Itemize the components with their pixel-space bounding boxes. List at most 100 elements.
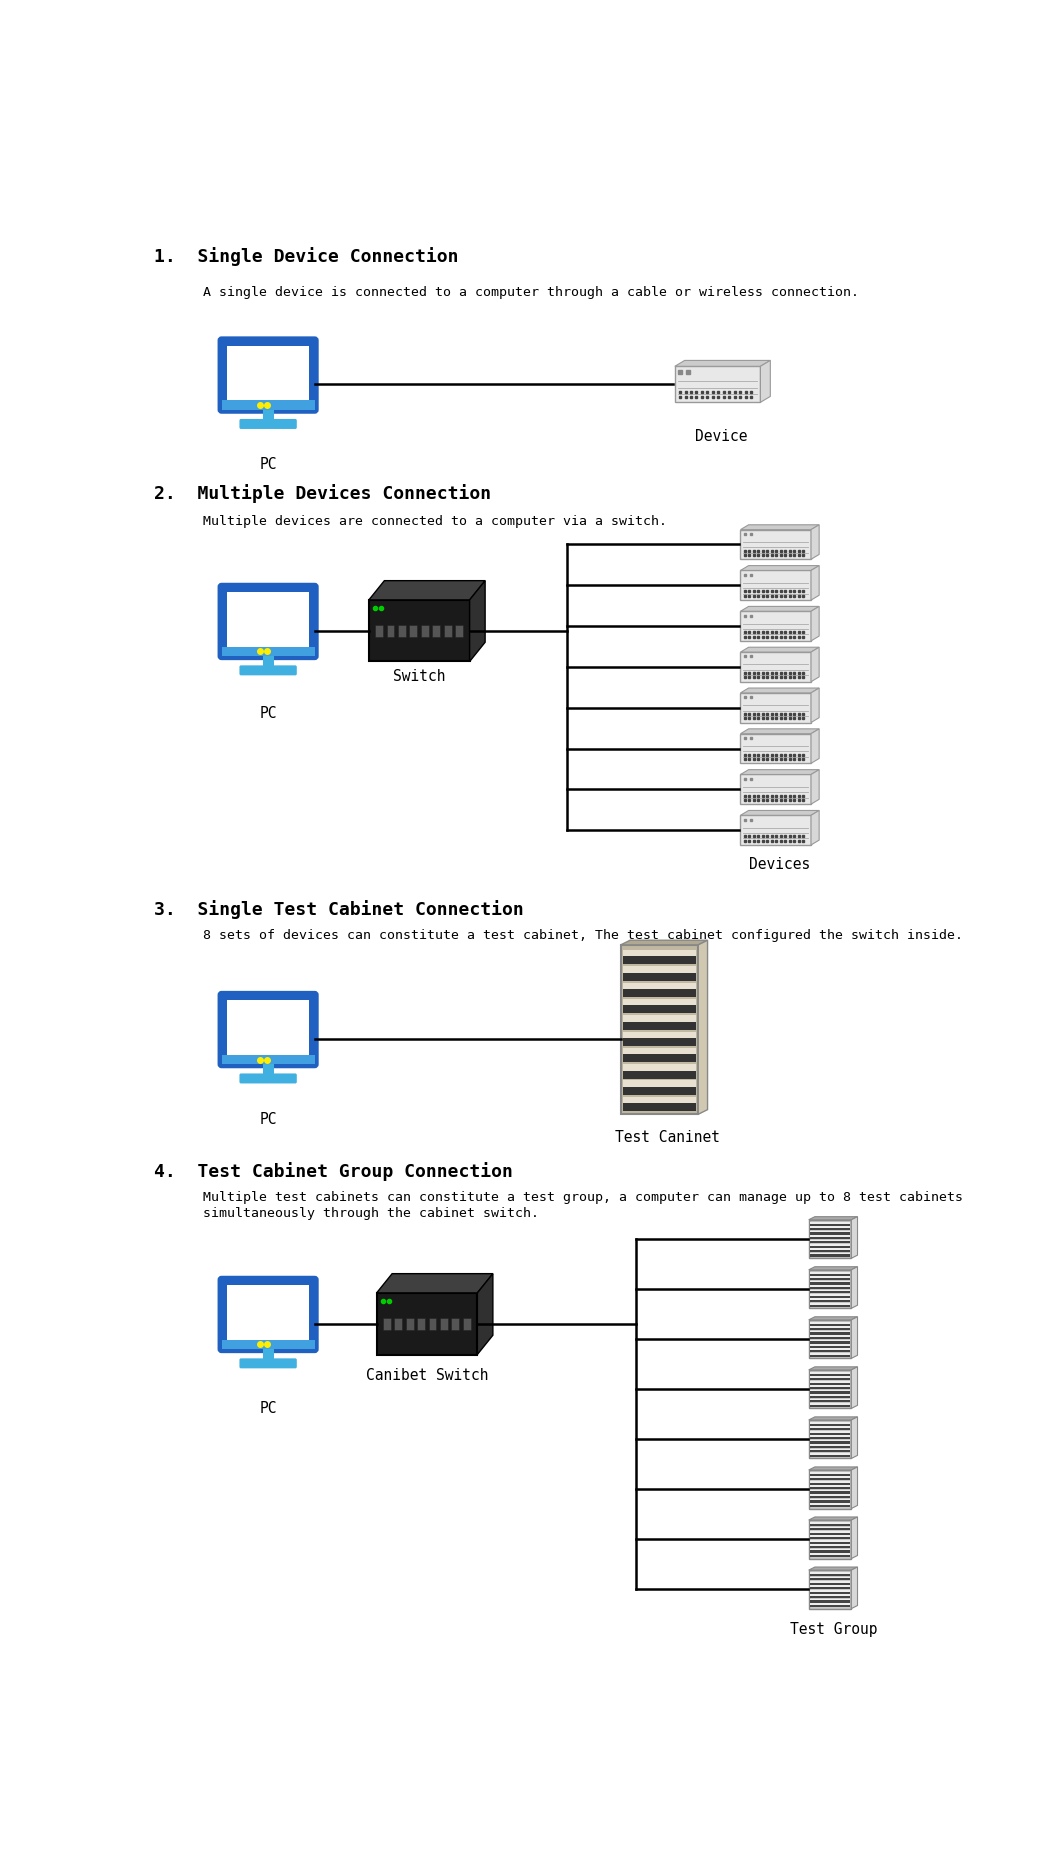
FancyBboxPatch shape — [810, 1441, 850, 1443]
Text: Switch: Switch — [393, 670, 445, 684]
Text: Test Group: Test Group — [790, 1621, 878, 1636]
FancyBboxPatch shape — [810, 1304, 850, 1306]
FancyBboxPatch shape — [421, 625, 428, 636]
FancyBboxPatch shape — [810, 1250, 850, 1252]
FancyBboxPatch shape — [263, 410, 273, 421]
FancyBboxPatch shape — [375, 625, 383, 636]
FancyBboxPatch shape — [810, 1247, 850, 1248]
Text: Multiple test cabinets can constitute a test group, a computer can manage up to : Multiple test cabinets can constitute a … — [172, 1191, 964, 1204]
Polygon shape — [809, 1567, 858, 1569]
FancyBboxPatch shape — [222, 401, 315, 410]
Polygon shape — [741, 729, 819, 735]
FancyBboxPatch shape — [810, 1354, 850, 1356]
FancyBboxPatch shape — [809, 1469, 851, 1508]
FancyBboxPatch shape — [810, 1391, 850, 1393]
FancyBboxPatch shape — [219, 992, 317, 1067]
FancyBboxPatch shape — [240, 1074, 297, 1083]
FancyBboxPatch shape — [418, 1317, 425, 1330]
FancyBboxPatch shape — [810, 1595, 850, 1599]
Polygon shape — [470, 581, 485, 662]
FancyBboxPatch shape — [810, 1501, 850, 1503]
FancyBboxPatch shape — [369, 599, 470, 662]
Polygon shape — [741, 647, 819, 653]
Text: PC: PC — [260, 707, 277, 722]
Text: Test Caninet: Test Caninet — [615, 1130, 720, 1145]
FancyBboxPatch shape — [227, 345, 310, 404]
FancyBboxPatch shape — [810, 1605, 850, 1606]
Polygon shape — [741, 775, 811, 803]
FancyBboxPatch shape — [409, 625, 418, 636]
Polygon shape — [851, 1567, 858, 1608]
Polygon shape — [851, 1317, 858, 1358]
FancyBboxPatch shape — [810, 1241, 850, 1243]
FancyBboxPatch shape — [810, 1504, 850, 1506]
Text: Devices: Devices — [749, 857, 810, 872]
FancyBboxPatch shape — [398, 625, 406, 636]
FancyBboxPatch shape — [440, 1317, 448, 1330]
FancyBboxPatch shape — [227, 1000, 310, 1059]
FancyBboxPatch shape — [432, 625, 440, 636]
FancyBboxPatch shape — [810, 1345, 850, 1349]
FancyBboxPatch shape — [809, 1369, 851, 1408]
FancyBboxPatch shape — [444, 625, 452, 636]
FancyBboxPatch shape — [810, 1332, 850, 1336]
FancyBboxPatch shape — [810, 1478, 850, 1480]
FancyBboxPatch shape — [810, 1488, 850, 1490]
Polygon shape — [809, 1467, 858, 1469]
Polygon shape — [741, 612, 811, 640]
Polygon shape — [811, 566, 819, 599]
Polygon shape — [369, 581, 485, 599]
FancyBboxPatch shape — [809, 1321, 851, 1358]
Text: Multiple devices are connected to a computer via a switch.: Multiple devices are connected to a comp… — [172, 516, 667, 529]
FancyBboxPatch shape — [810, 1278, 850, 1280]
FancyBboxPatch shape — [623, 1065, 696, 1070]
Polygon shape — [811, 525, 819, 558]
FancyBboxPatch shape — [810, 1224, 850, 1226]
FancyBboxPatch shape — [810, 1382, 850, 1384]
FancyBboxPatch shape — [810, 1542, 850, 1543]
FancyBboxPatch shape — [810, 1375, 850, 1376]
FancyBboxPatch shape — [623, 983, 696, 989]
FancyBboxPatch shape — [810, 1592, 850, 1593]
FancyBboxPatch shape — [810, 1274, 850, 1276]
FancyBboxPatch shape — [810, 1545, 850, 1549]
FancyBboxPatch shape — [809, 1221, 851, 1258]
Polygon shape — [699, 940, 708, 1115]
FancyBboxPatch shape — [810, 1582, 850, 1584]
FancyBboxPatch shape — [227, 592, 310, 651]
FancyBboxPatch shape — [810, 1337, 850, 1339]
Polygon shape — [851, 1367, 858, 1408]
Polygon shape — [809, 1417, 858, 1419]
Text: A single device is connected to a computer through a cable or wireless connectio: A single device is connected to a comput… — [172, 286, 860, 299]
FancyBboxPatch shape — [240, 419, 297, 429]
FancyBboxPatch shape — [810, 1554, 850, 1556]
Polygon shape — [741, 770, 819, 775]
FancyBboxPatch shape — [406, 1317, 413, 1330]
Polygon shape — [809, 1217, 858, 1221]
Polygon shape — [851, 1517, 858, 1558]
Polygon shape — [811, 647, 819, 681]
Text: Canibet Switch: Canibet Switch — [366, 1369, 489, 1384]
Polygon shape — [621, 940, 708, 944]
FancyBboxPatch shape — [810, 1423, 850, 1426]
FancyBboxPatch shape — [810, 1404, 850, 1406]
FancyBboxPatch shape — [810, 1395, 850, 1399]
FancyBboxPatch shape — [452, 1317, 459, 1330]
Polygon shape — [741, 694, 811, 722]
Polygon shape — [811, 811, 819, 844]
FancyBboxPatch shape — [810, 1529, 850, 1530]
FancyBboxPatch shape — [227, 1286, 310, 1343]
FancyBboxPatch shape — [394, 1317, 402, 1330]
FancyBboxPatch shape — [810, 1491, 850, 1493]
Text: simultaneously through the cabinet switch.: simultaneously through the cabinet switc… — [172, 1206, 540, 1219]
FancyBboxPatch shape — [810, 1254, 850, 1256]
FancyBboxPatch shape — [623, 1070, 696, 1078]
FancyBboxPatch shape — [810, 1523, 850, 1527]
FancyBboxPatch shape — [810, 1350, 850, 1352]
Polygon shape — [851, 1417, 858, 1458]
Polygon shape — [675, 365, 760, 403]
FancyBboxPatch shape — [623, 1104, 696, 1111]
Polygon shape — [811, 607, 819, 640]
Polygon shape — [741, 811, 819, 816]
FancyBboxPatch shape — [810, 1438, 850, 1439]
